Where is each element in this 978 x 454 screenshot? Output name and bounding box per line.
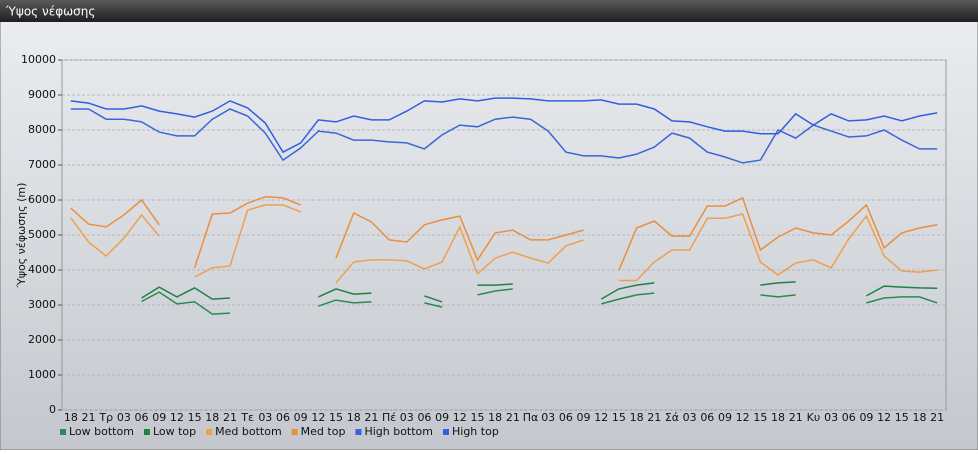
x-tick-label: 21 — [647, 411, 661, 424]
legend-label: Med bottom — [215, 425, 282, 438]
window-title: Ύψος νέφωσης — [5, 5, 95, 19]
x-tick-label: 03 — [117, 411, 131, 424]
x-tick-label: 06 — [276, 411, 290, 424]
legend-swatch — [143, 429, 150, 435]
x-tick-label: 15 — [895, 411, 909, 424]
legend-swatch — [355, 429, 362, 435]
y-tick-label: 4000 — [28, 263, 56, 276]
x-tick-label: 03 — [683, 411, 697, 424]
x-tick-label: 03 — [258, 411, 272, 424]
x-tick-label: 18 — [205, 411, 219, 424]
x-tick-label: 12 — [736, 411, 750, 424]
legend-swatch — [60, 429, 66, 435]
x-tick-label: 09 — [859, 411, 873, 424]
x-tick-label: 21 — [930, 411, 944, 424]
y-tick-label: 7000 — [28, 158, 56, 171]
x-tick-label: 15 — [188, 411, 202, 424]
y-tick-label: 6000 — [28, 193, 56, 206]
y-tick-label: 9000 — [28, 88, 56, 101]
x-tick-label: 09 — [718, 411, 732, 424]
x-tick-label: 09 — [577, 411, 591, 424]
legend-label: Med top — [301, 425, 346, 438]
legend-swatch — [206, 429, 213, 435]
series-line — [70, 97, 938, 154]
x-tick-label: Πα — [523, 411, 539, 424]
x-tick-label: 03 — [400, 411, 414, 424]
x-tick-label: 15 — [753, 411, 767, 424]
x-tick-label: Σά — [665, 411, 679, 424]
x-tick-label: 21 — [506, 411, 520, 424]
legend-label: Low top — [153, 425, 196, 438]
x-tick-label: Τε — [240, 411, 254, 424]
x-tick-label: 18 — [771, 411, 785, 424]
y-tick-label: 1000 — [28, 368, 56, 381]
x-tick-label: 09 — [435, 411, 449, 424]
x-tick-label: 06 — [700, 411, 714, 424]
y-tick-label: 10000 — [21, 53, 56, 66]
x-tick-label: Κυ — [807, 411, 821, 424]
x-tick-label: 15 — [612, 411, 626, 424]
series-line — [70, 204, 938, 284]
x-tick-label: 09 — [152, 411, 166, 424]
x-tick-label: 12 — [594, 411, 608, 424]
x-tick-label: 12 — [877, 411, 891, 424]
y-tick-label: 3000 — [28, 298, 56, 311]
y-tick-label: 8000 — [28, 123, 56, 136]
x-tick-label: 12 — [453, 411, 467, 424]
y-tick-label: 0 — [49, 403, 56, 416]
x-tick-label: 21 — [789, 411, 803, 424]
x-tick-label: 18 — [912, 411, 926, 424]
series-line — [70, 196, 938, 271]
y-tick-label: 2000 — [28, 333, 56, 346]
x-tick-label: 06 — [417, 411, 431, 424]
legend-swatch — [443, 429, 449, 435]
series-line — [141, 288, 938, 315]
series-line — [70, 108, 938, 164]
y-tick-label: 5000 — [28, 228, 56, 241]
title-bar — [0, 0, 978, 22]
x-tick-label: 21 — [223, 411, 237, 424]
x-tick-label: 18 — [347, 411, 361, 424]
legend-swatch — [291, 429, 298, 435]
x-tick-label: Τρ — [98, 411, 113, 424]
x-tick-label: 21 — [364, 411, 378, 424]
x-tick-label: 21 — [82, 411, 96, 424]
x-tick-label: 06 — [559, 411, 573, 424]
x-tick-label: Πέ — [382, 411, 396, 424]
x-tick-label: 06 — [842, 411, 856, 424]
legend-label: Low bottom — [69, 425, 134, 438]
x-tick-label: 18 — [64, 411, 78, 424]
x-tick-label: 18 — [630, 411, 644, 424]
legend-label: High top — [452, 425, 499, 438]
x-tick-label: 18 — [488, 411, 502, 424]
y-axis-label: Ύψος νέφωσης (m) — [15, 183, 28, 289]
legend-label: High bottom — [364, 425, 433, 438]
x-tick-label: 15 — [470, 411, 484, 424]
x-tick-label: 12 — [311, 411, 325, 424]
x-tick-label: 15 — [329, 411, 343, 424]
x-tick-label: 12 — [170, 411, 184, 424]
x-tick-label: 03 — [541, 411, 555, 424]
x-tick-label: 09 — [294, 411, 308, 424]
series-line — [141, 281, 938, 303]
x-tick-label: 03 — [824, 411, 838, 424]
x-tick-label: 06 — [135, 411, 149, 424]
